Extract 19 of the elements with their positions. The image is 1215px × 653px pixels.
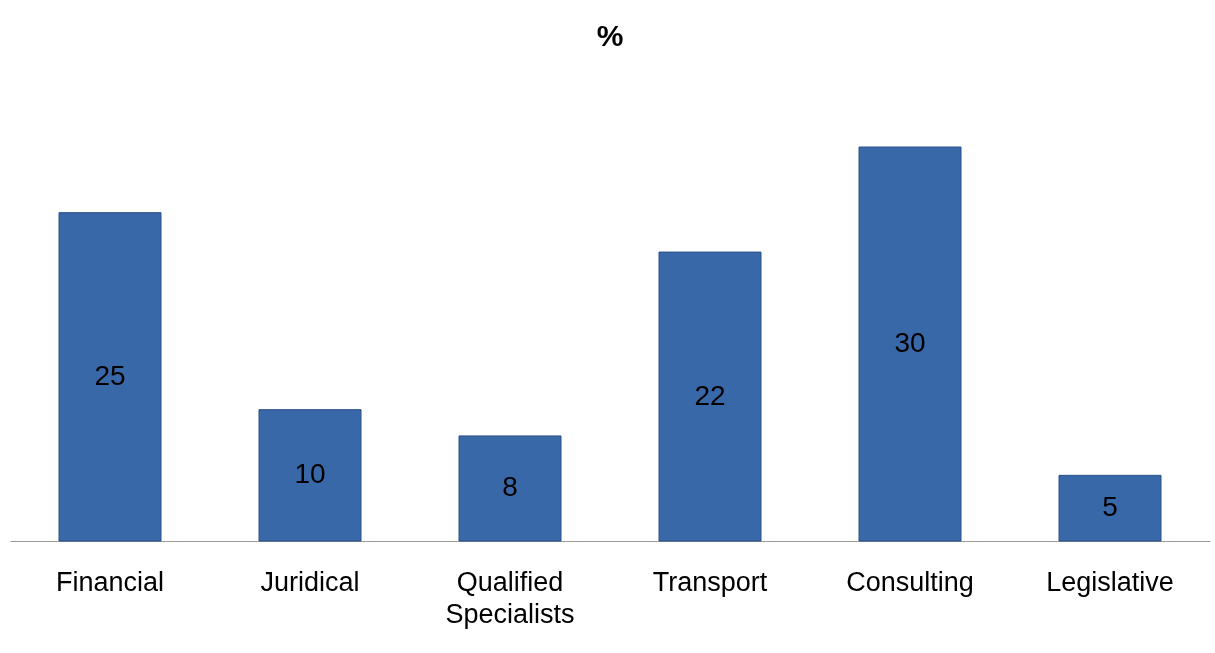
bar [458,435,562,542]
bar [858,146,962,542]
data-label: 30 [894,327,926,358]
x-tick-label: Qualified Specialists [445,566,575,629]
bar [1058,474,1162,542]
data-label: 5 [1102,491,1118,523]
x-tick-label: Legislative [1046,566,1174,597]
x-tick-label: Juridical [260,566,360,597]
bar [658,251,762,542]
bar [258,409,362,542]
x-tick-label: Transport [652,566,768,597]
x-tick-label: Consulting [846,566,974,597]
x-tick-label: Financial [55,566,165,597]
data-label: 8 [502,471,518,503]
data-label: 10 [294,458,326,490]
data-label: 25 [94,359,126,391]
data-label: 22 [694,379,726,411]
chart-title: % [596,18,624,52]
bar [58,212,162,542]
